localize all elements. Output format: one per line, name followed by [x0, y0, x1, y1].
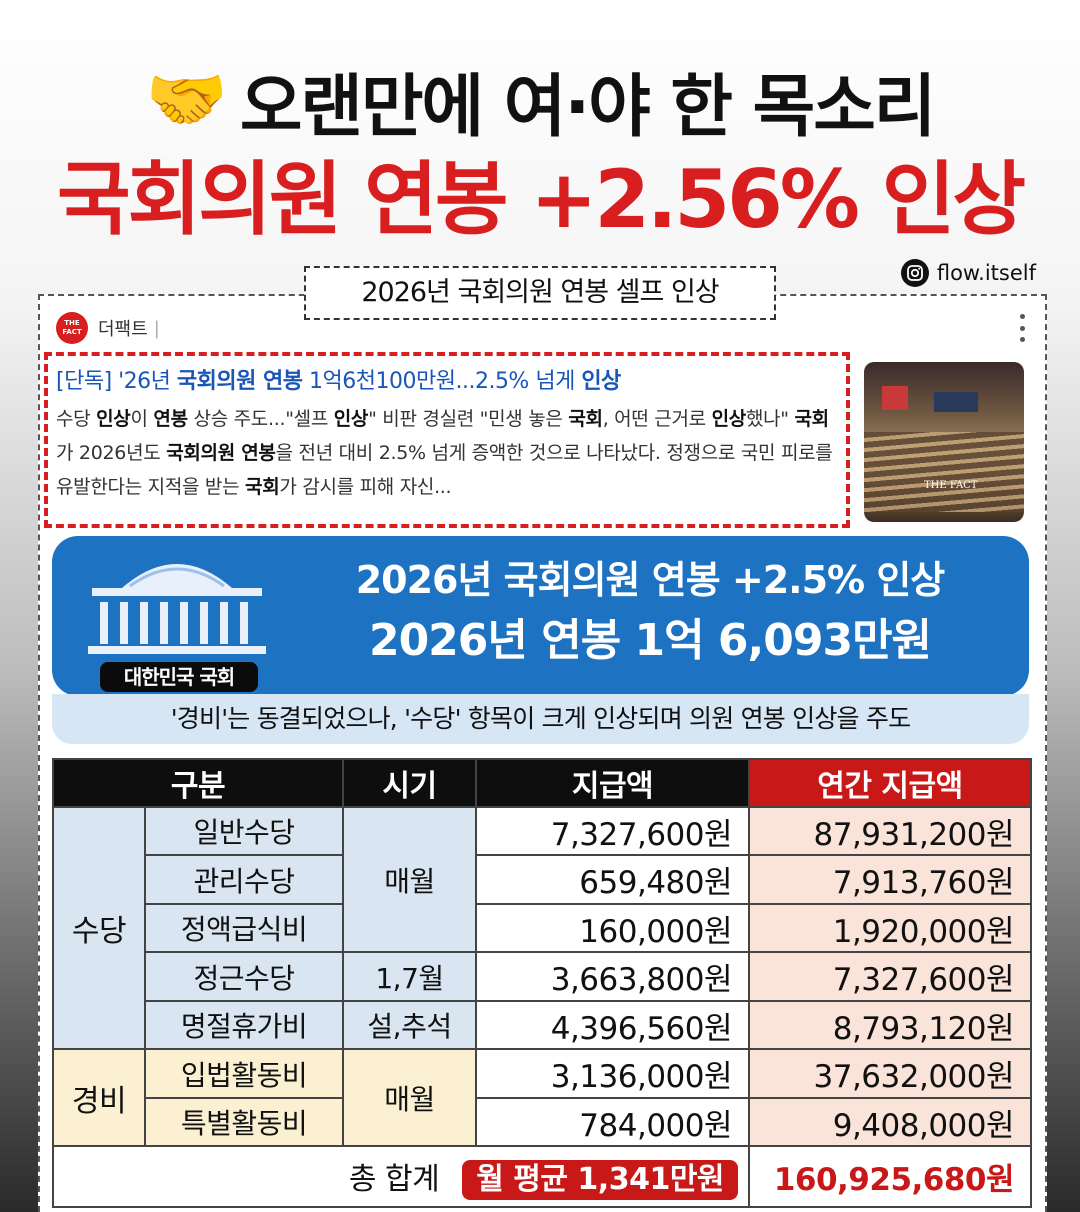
row-annual: 87,931,200원 [748, 805, 1033, 857]
the-fact-logo: THE FACT [56, 312, 88, 344]
thumbnail-screen [934, 392, 978, 412]
snippet-keyword: 국회의원 연봉 [166, 442, 276, 464]
snippet-keyword: 인상 [96, 408, 131, 430]
snippet-text: 했나" [745, 408, 795, 430]
source-divider: | [153, 317, 160, 339]
monthly-average-badge: 월 평균 1,341만원 [462, 1159, 739, 1200]
snippet-text: 상승 주도..."셀프 [187, 408, 334, 430]
thumbnail-watermark: THE FACT [924, 480, 978, 491]
row-annual: 8,793,120원 [748, 999, 1033, 1051]
group-expense: 경비 [52, 1048, 146, 1148]
instagram-icon [900, 259, 929, 287]
news-article-card[interactable]: [단독] '26년 국회의원 연봉 1억6천100만원...2.5% 넘게 인상… [44, 352, 850, 528]
header-period: 시기 [342, 758, 478, 808]
row-item: 일반수당 [143, 805, 345, 857]
row-period: 1,7월 [342, 951, 478, 1002]
thumbnail-seats [864, 432, 1024, 512]
snippet-keyword: 인상 [333, 408, 369, 430]
article-snippet: 수당 인상이 연봉 상승 주도..."셀프 인상" 비판 경실련 "민생 놓은 … [56, 402, 840, 504]
row-item: 정액급식비 [143, 902, 345, 954]
row-item: 정근수당 [143, 951, 345, 1002]
table-header-row: 구분 시기 지급액 연간 지급액 [51, 758, 1033, 808]
snippet-text: 가 감시를 피해 자신... [279, 476, 452, 498]
snippet-text: " 비판 경실련 "민생 놓은 [368, 408, 569, 430]
row-amount: 7,327,600원 [475, 805, 751, 857]
row-amount: 4,396,560원 [475, 999, 751, 1051]
table-row: 경비 입법활동비 매월 3,136,000원 37,632,000원 [52, 1048, 1033, 1148]
article-thumbnail[interactable]: THE FACT [864, 362, 1024, 522]
source-name: 더팩트 [98, 319, 148, 340]
total-annual: 160,925,680원 [748, 1145, 1033, 1208]
header-category: 구분 [51, 758, 345, 808]
row-item: 명절휴가비 [143, 999, 345, 1051]
main-title-line1: 🤝 오랜만에 여·야 한 목소리 [0, 50, 1080, 150]
snippet-text: 이 [130, 408, 154, 430]
snippet-keyword: 국회 [568, 408, 603, 430]
total-label: 총 합계 [348, 1161, 440, 1197]
total-cell: 총 합계 월 평균 1,341만원 [51, 1145, 751, 1208]
table-total-row: 총 합계 월 평균 1,341만원 160,925,680원 [51, 1145, 1033, 1208]
main-title-line2: 국회의원 연봉 +2.56% 인상 [57, 153, 1026, 246]
thumbnail-screen [882, 386, 908, 410]
row-item: 입법활동비 [143, 1048, 345, 1099]
snippet-text: 을 전년 대비 2.5% 넘게 증액한 것으로 나타났다. 정쟁으로 국민 피로… [56, 442, 833, 498]
row-annual: 7,327,600원 [748, 951, 1033, 1002]
table-row: 특별활동비 784,000원 9,408,000원 [53, 1096, 1033, 1148]
assembly-tag: 대한민국 국회 [100, 662, 258, 692]
header-amount: 지급액 [475, 758, 751, 808]
table-row: 정액급식비 160,000원 1,920,000원 [53, 902, 1033, 954]
news-source[interactable]: THE FACT 더팩트 | [56, 312, 160, 344]
row-period: 설,추석 [342, 999, 478, 1051]
row-amount: 3,136,000원 [475, 1048, 751, 1099]
row-period: 매월 [342, 1048, 478, 1148]
row-item: 관리수당 [143, 854, 345, 905]
snippet-keyword: 국회 [245, 476, 280, 498]
snippet-keyword: 연봉 [153, 408, 188, 430]
row-amount: 3,663,800원 [475, 951, 751, 1002]
snippet-text: , 어떤 근거로 [602, 408, 712, 430]
instagram-handle-text: flow.itself [936, 261, 1036, 285]
salary-table: 구분 시기 지급액 연간 지급액 수당 일반수당 매월 7,327,600원 8… [51, 758, 1033, 1208]
table-row: 정근수당 1,7월 3,663,800원 7,327,600원 [53, 951, 1033, 1002]
banner-line1: 2026년 국회의원 연봉 +2.5% 인상 [355, 558, 946, 602]
snippet-keyword: 국회 [794, 408, 829, 430]
row-amount: 659,480원 [475, 854, 751, 905]
snippet-keyword: 인상 [711, 408, 747, 430]
row-amount: 784,000원 [475, 1096, 751, 1148]
group-allowance: 수당 [52, 805, 146, 1051]
panel-label: 2026년 국회의원 연봉 셀프 인상 [304, 266, 776, 320]
row-annual: 37,632,000원 [748, 1048, 1033, 1099]
banner-line2: 2026년 연봉 1억 6,093만원 [368, 615, 932, 666]
table-row: 수당 일반수당 매월 7,327,600원 87,931,200원 [52, 805, 1033, 1051]
more-options-icon[interactable] [1012, 314, 1032, 342]
row-period: 매월 [342, 805, 478, 954]
header-annual: 연간 지급액 [748, 758, 1033, 808]
row-annual: 9,408,000원 [748, 1096, 1033, 1148]
snippet-text: 가 2026년도 [56, 442, 167, 464]
article-headline[interactable]: [단독] '26년 국회의원 연봉 1억6천100만원...2.5% 넘게 인상 [56, 369, 621, 394]
row-amount: 160,000원 [475, 902, 751, 954]
snippet-text: 수당 [56, 408, 97, 430]
banner-subtitle: '경비'는 동결되었으나, '수당' 항목이 크게 인상되며 의원 연봉 인상을… [52, 694, 1029, 744]
table-row: 명절휴가비 설,추석 4,396,560원 8,793,120원 [53, 999, 1033, 1051]
table-row: 관리수당 659,480원 7,913,760원 [53, 854, 1033, 905]
row-annual: 7,913,760원 [748, 854, 1033, 905]
title-line1-text: 오랜만에 여·야 한 목소리 [239, 67, 936, 147]
national-assembly-icon [88, 564, 266, 654]
row-annual: 1,920,000원 [748, 902, 1033, 954]
handshake-icon: 🤝 [145, 61, 228, 138]
instagram-handle[interactable]: flow.itself [900, 258, 1036, 288]
row-item: 특별활동비 [143, 1096, 345, 1148]
